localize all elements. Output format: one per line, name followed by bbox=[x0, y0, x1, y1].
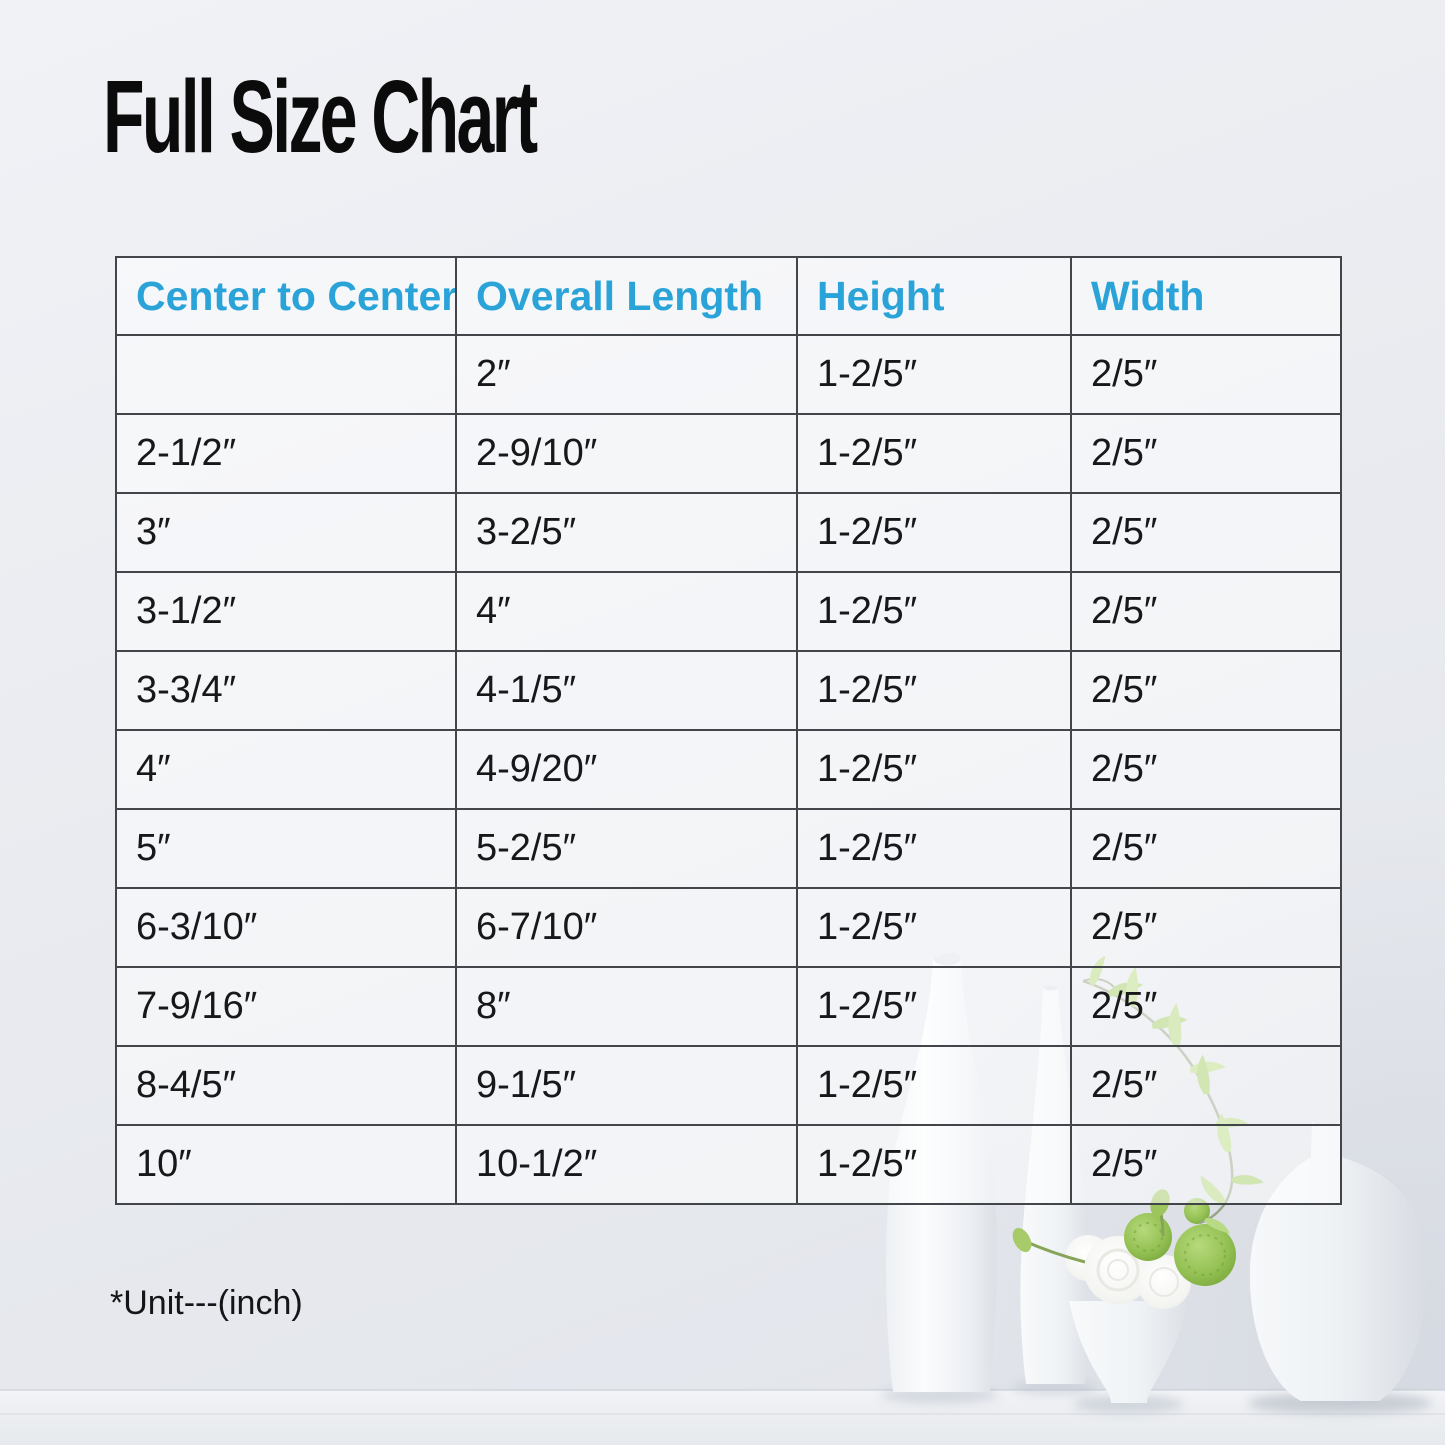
table-cell: 2/5″ bbox=[1070, 729, 1342, 810]
table-row: 4″ 4-9/20″ 1-2/5″ 2/5″ bbox=[115, 729, 1342, 810]
green-mum-flowers bbox=[1012, 1189, 1236, 1286]
column-header: Width bbox=[1070, 256, 1342, 336]
table-row: 3-3/4″ 4-1/5″ 1-2/5″ 2/5″ bbox=[115, 650, 1342, 731]
table-cell: 1-2/5″ bbox=[796, 966, 1072, 1047]
table-cell: 1-2/5″ bbox=[796, 1124, 1072, 1205]
table-cell: 6-3/10″ bbox=[115, 887, 457, 968]
table-cell: 2/5″ bbox=[1070, 413, 1342, 494]
table-cell: 7-9/16″ bbox=[115, 966, 457, 1047]
table-cell: 6-7/10″ bbox=[455, 887, 798, 968]
table-cell: 2/5″ bbox=[1070, 966, 1342, 1047]
table-row: 8-4/5″ 9-1/5″ 1-2/5″ 2/5″ bbox=[115, 1045, 1342, 1126]
table-row: 2″ 1-2/5″ 2/5″ bbox=[115, 334, 1342, 415]
table-cell: 2/5″ bbox=[1070, 1045, 1342, 1126]
table-cell: 9-1/5″ bbox=[455, 1045, 798, 1126]
tabletop-surface bbox=[0, 1389, 1445, 1445]
table-cell: 2/5″ bbox=[1070, 650, 1342, 731]
header-row: Center to Center Overall Length Height Widt… bbox=[115, 256, 1342, 336]
unit-footnote: *Unit---(inch) bbox=[110, 1284, 303, 1322]
table-cell: 2/5″ bbox=[1070, 808, 1342, 889]
table-cell: 1-2/5″ bbox=[796, 413, 1072, 494]
table-cell: 2/5″ bbox=[1070, 887, 1342, 968]
table-cell: 2/5″ bbox=[1070, 1124, 1342, 1205]
table-cell: 1-2/5″ bbox=[796, 887, 1072, 968]
table-row: 3″ 3-2/5″ 1-2/5″ 2/5″ bbox=[115, 492, 1342, 573]
table-cell: 3-2/5″ bbox=[455, 492, 798, 573]
table-row: 6-3/10″ 6-7/10″ 1-2/5″ 2/5″ bbox=[115, 887, 1342, 968]
table-row: 10″ 10-1/2″ 1-2/5″ 2/5″ bbox=[115, 1124, 1342, 1205]
table-row: 2-1/2″ 2-9/10″ 1-2/5″ 2/5″ bbox=[115, 413, 1342, 494]
table-cell: 2/5″ bbox=[1070, 334, 1342, 415]
table-cell: 1-2/5″ bbox=[796, 808, 1072, 889]
table-cell: 10-1/2″ bbox=[455, 1124, 798, 1205]
table-cell: 4″ bbox=[455, 571, 798, 652]
table-cell: 5″ bbox=[115, 808, 457, 889]
table-body: 2″ 1-2/5″ 2/5″ 2-1/2″ 2-9/10″ 1-2/5″ 2/5″ 3″ 3-2… bbox=[115, 334, 1342, 1205]
table-cell: 8″ bbox=[455, 966, 798, 1047]
table-cell bbox=[115, 334, 457, 415]
table-cell: 1-2/5″ bbox=[796, 650, 1072, 731]
table-cell: 5-2/5″ bbox=[455, 808, 798, 889]
size-chart-table: Center to Center Overall Length Height Widt… bbox=[115, 256, 1342, 1205]
table-cell: 1-2/5″ bbox=[796, 571, 1072, 652]
table-cell: 3″ bbox=[115, 492, 457, 573]
table-cell: 2-1/2″ bbox=[115, 413, 457, 494]
table-cell: 2-9/10″ bbox=[455, 413, 798, 494]
table-cell: 2/5″ bbox=[1070, 571, 1342, 652]
table-cell: 4-1/5″ bbox=[455, 650, 798, 731]
table-cell: 1-2/5″ bbox=[796, 492, 1072, 573]
column-header: Overall Length bbox=[455, 256, 798, 336]
table-cell: 2″ bbox=[455, 334, 798, 415]
table-cell: 1-2/5″ bbox=[796, 729, 1072, 810]
table-cell: 10″ bbox=[115, 1124, 457, 1205]
column-header: Height bbox=[796, 256, 1072, 336]
table-cell: 3-1/2″ bbox=[115, 571, 457, 652]
table-cell: 2/5″ bbox=[1070, 492, 1342, 573]
table-cell: 4-9/20″ bbox=[455, 729, 798, 810]
table-cell: 1-2/5″ bbox=[796, 1045, 1072, 1126]
table-cell: 1-2/5″ bbox=[796, 334, 1072, 415]
table-row: 5″ 5-2/5″ 1-2/5″ 2/5″ bbox=[115, 808, 1342, 889]
table-row: 7-9/16″ 8″ 1-2/5″ 2/5″ bbox=[115, 966, 1342, 1047]
tulip-vase bbox=[1069, 1301, 1187, 1403]
column-header: Center to Center bbox=[115, 256, 457, 336]
table-cell: 4″ bbox=[115, 729, 457, 810]
page-title: Full Size Chart bbox=[103, 59, 538, 174]
table-cell: 8-4/5″ bbox=[115, 1045, 457, 1126]
table-row: 3-1/2″ 4″ 1-2/5″ 2/5″ bbox=[115, 571, 1342, 652]
table-cell: 3-3/4″ bbox=[115, 650, 457, 731]
